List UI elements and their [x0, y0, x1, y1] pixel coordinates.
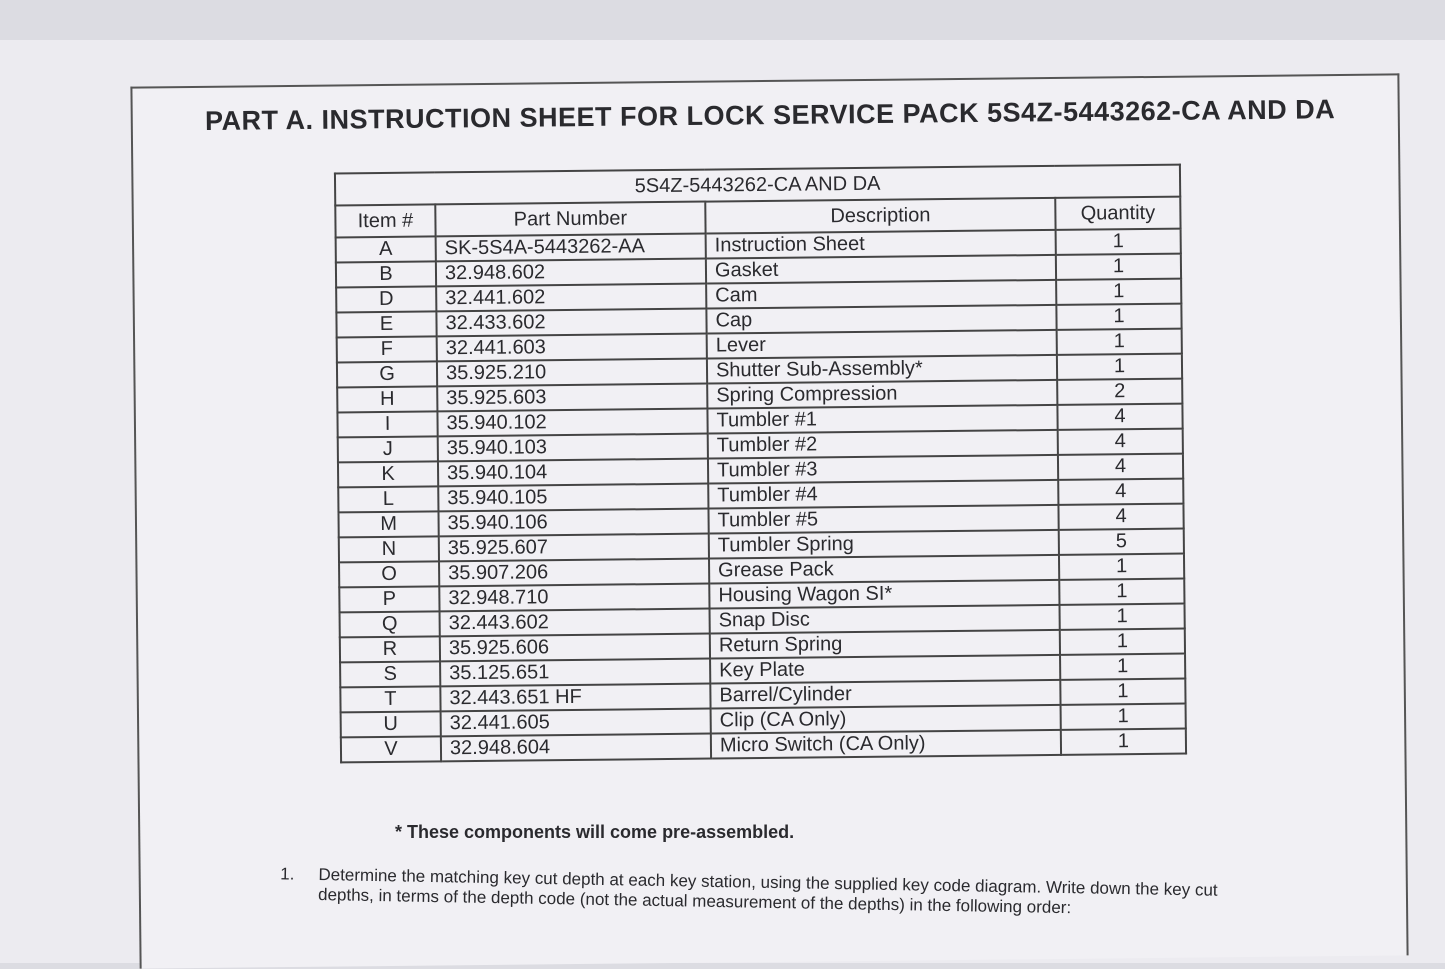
- description-cell: Tumbler #2: [707, 429, 1058, 459]
- quantity-cell: 4: [1057, 453, 1184, 480]
- quantity-cell: 1: [1056, 328, 1182, 355]
- item-cell: S: [340, 661, 441, 688]
- part-number-cell: 35.940.106: [438, 508, 709, 537]
- part-number-cell: 32.441.602: [436, 283, 707, 312]
- quantity-cell: 4: [1057, 403, 1183, 430]
- quantity-cell: 4: [1058, 478, 1184, 505]
- part-number-cell: 35.940.102: [437, 408, 708, 437]
- quantity-cell: 5: [1058, 528, 1184, 555]
- column-header: Description: [705, 197, 1056, 234]
- item-cell: M: [338, 511, 439, 538]
- column-header: Item #: [335, 204, 436, 238]
- column-header: Quantity: [1055, 196, 1181, 230]
- quantity-cell: 2: [1057, 378, 1183, 405]
- description-cell: Shutter Sub-Assembly*: [706, 354, 1058, 384]
- part-number-cell: 32.433.602: [436, 308, 707, 337]
- description-cell: Grease Pack: [708, 554, 1060, 584]
- item-cell: A: [335, 236, 436, 263]
- part-number-cell: 35.940.104: [437, 458, 709, 487]
- description-cell: Lever: [706, 329, 1057, 359]
- description-cell: Tumbler #1: [707, 404, 1058, 434]
- quantity-cell: 1: [1060, 728, 1187, 755]
- item-cell: I: [337, 411, 438, 438]
- footnote: * These components will come pre-assembl…: [395, 822, 795, 842]
- parts-table: 5S4Z-5443262-CA AND DA Item # Part Number…: [334, 164, 1187, 764]
- description-cell: Snap Disc: [709, 604, 1060, 634]
- part-number-cell: 32.443.602: [439, 608, 710, 637]
- part-number-cell: SK-5S4A-5443262-AA: [435, 233, 706, 262]
- part-number-cell: 35.907.206: [439, 558, 710, 587]
- item-cell: J: [337, 436, 438, 463]
- quantity-cell: 4: [1057, 428, 1183, 455]
- item-cell: R: [339, 636, 441, 663]
- description-cell: Micro Switch (CA Only): [710, 729, 1062, 759]
- quantity-cell: 1: [1059, 603, 1185, 630]
- description-cell: Cap: [706, 304, 1057, 334]
- quantity-cell: 1: [1056, 303, 1182, 330]
- part-number-cell: 32.441.603: [436, 333, 707, 362]
- description-cell: Clip (CA Only): [710, 704, 1061, 734]
- part-number-cell: 35.940.103: [437, 433, 708, 462]
- quantity-cell: 1: [1056, 353, 1183, 380]
- item-cell: B: [335, 261, 437, 288]
- part-number-cell: 32.948.710: [439, 583, 710, 612]
- item-cell: V: [340, 736, 442, 763]
- quantity-cell: 1: [1055, 228, 1181, 255]
- item-cell: T: [340, 686, 441, 713]
- description-cell: Tumbler Spring: [708, 529, 1059, 559]
- quantity-cell: 1: [1060, 678, 1186, 705]
- step-number: 1.: [280, 864, 295, 884]
- part-number-cell: 35.925.607: [438, 533, 709, 562]
- description-cell: Housing Wagon SI*: [709, 579, 1060, 609]
- item-cell: N: [338, 536, 440, 563]
- part-number-cell: 32.948.602: [435, 258, 707, 287]
- part-number-cell: 35.940.105: [438, 483, 709, 512]
- description-cell: Return Spring: [709, 629, 1061, 659]
- description-cell: Gasket: [705, 254, 1057, 284]
- part-number-cell: 32.948.604: [440, 733, 712, 762]
- item-cell: P: [339, 586, 440, 613]
- quantity-cell: 1: [1058, 553, 1185, 580]
- quantity-cell: 1: [1055, 253, 1182, 280]
- part-number-cell: 35.925.606: [439, 633, 711, 662]
- item-cell: G: [336, 361, 438, 388]
- item-cell: L: [338, 486, 439, 513]
- part-number-cell: 32.443.651 HF: [440, 683, 711, 712]
- quantity-cell: 1: [1059, 578, 1185, 605]
- description-cell: Key Plate: [710, 654, 1061, 684]
- description-cell: Tumbler #4: [708, 479, 1059, 509]
- item-cell: U: [340, 711, 441, 738]
- quantity-cell: 1: [1060, 653, 1186, 680]
- part-number-cell: 35.125.651: [440, 658, 711, 687]
- description-cell: Tumbler #3: [707, 454, 1059, 484]
- description-cell: Instruction Sheet: [705, 229, 1056, 259]
- quantity-cell: 1: [1060, 703, 1186, 730]
- description-cell: Tumbler #5: [708, 504, 1059, 534]
- column-header: Part Number: [435, 201, 706, 237]
- item-cell: F: [336, 336, 437, 363]
- quantity-cell: 1: [1056, 278, 1182, 305]
- quantity-cell: 1: [1059, 628, 1186, 655]
- description-cell: Spring Compression: [707, 379, 1058, 409]
- item-cell: K: [337, 461, 439, 488]
- table-body: A SK-5S4A-5443262-AA Instruction Sheet 1 B 32…: [335, 228, 1187, 763]
- part-number-cell: 35.925.210: [436, 358, 708, 387]
- item-cell: Q: [339, 611, 440, 638]
- part-number-cell: 35.925.603: [437, 383, 708, 412]
- part-number-cell: 32.441.605: [440, 708, 711, 737]
- item-cell: O: [339, 561, 440, 588]
- item-cell: H: [337, 386, 438, 413]
- description-cell: Cam: [706, 279, 1057, 309]
- description-cell: Barrel/Cylinder: [710, 679, 1061, 709]
- quantity-cell: 4: [1058, 503, 1184, 530]
- item-cell: D: [336, 286, 437, 313]
- item-cell: E: [336, 311, 437, 338]
